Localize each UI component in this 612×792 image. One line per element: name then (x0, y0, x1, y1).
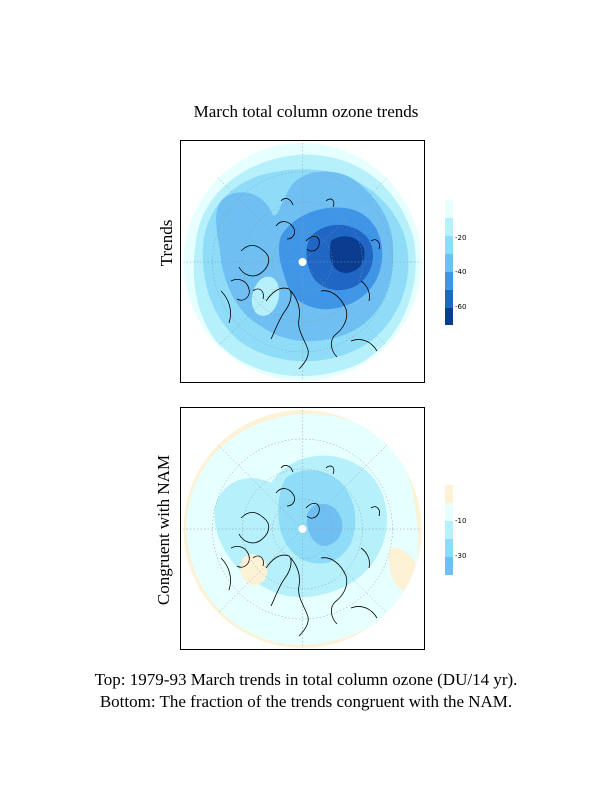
trends-map (183, 143, 422, 381)
trends-colorbar: -20 -40 -60 (440, 200, 480, 325)
nam-colorbar: -10 -30 (440, 485, 480, 575)
nam-tick-label: -10 (455, 517, 466, 525)
north-pole-marker (298, 258, 307, 266)
trends-tick-label: -20 (455, 234, 466, 242)
nam-contour-20 (307, 503, 343, 546)
trends-tick-label: -40 (455, 268, 466, 276)
nam-positive-patch-2 (388, 547, 417, 591)
nam-congruent-map-panel (180, 407, 425, 650)
nam-tick-label: -30 (455, 552, 466, 560)
trend-light-patch (251, 276, 280, 316)
trend-contour-60 (329, 236, 365, 273)
coastlines (220, 465, 380, 637)
trends-tick-label: -60 (455, 303, 466, 311)
figure-title: March total column ozone trends (193, 102, 419, 121)
north-pole-marker (298, 525, 307, 533)
trends-map-panel (180, 140, 425, 383)
nam-congruent-map (183, 410, 422, 648)
caption-line-2: Bottom: The fraction of the trends congr… (99, 692, 513, 711)
coastlines (220, 198, 380, 370)
nam-positive-patch-1 (240, 554, 268, 586)
top-panel-label: Trends (157, 219, 176, 267)
bottom-panel-label: Congruent with NAM (154, 454, 173, 606)
caption-line-1: Top: 1979-93 March trends in total colum… (94, 670, 518, 689)
